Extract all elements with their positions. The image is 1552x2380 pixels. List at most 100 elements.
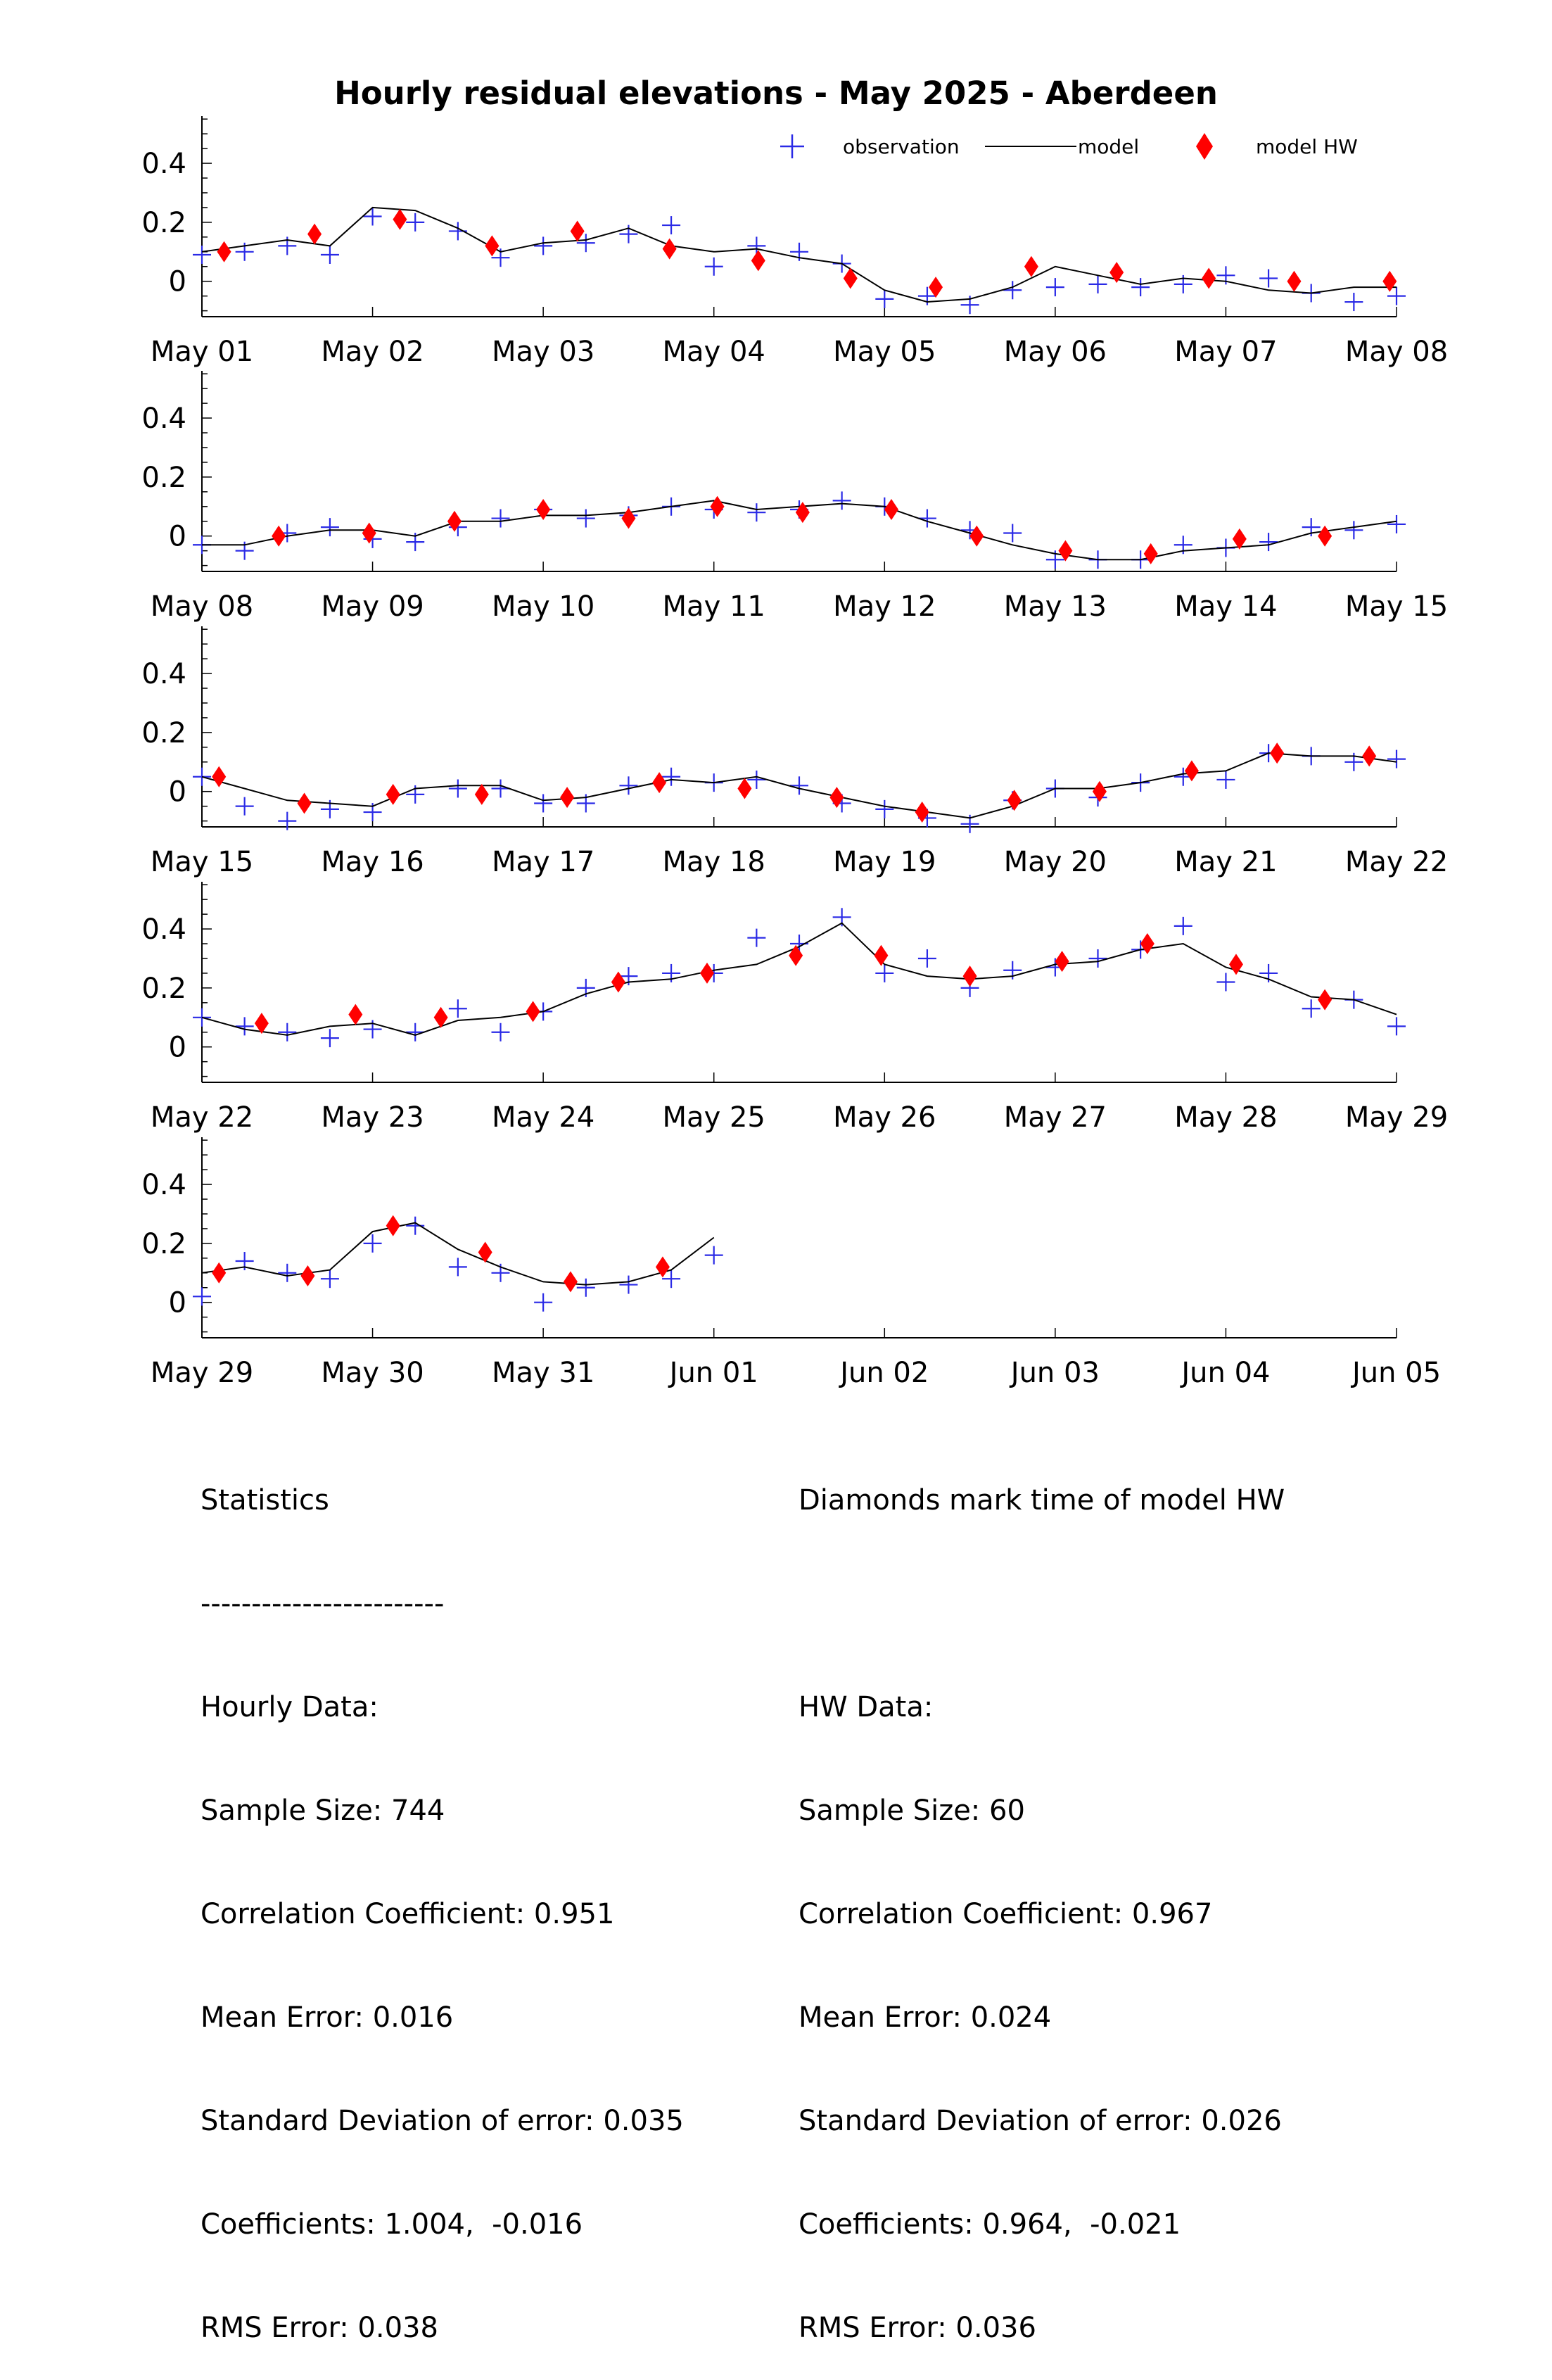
x-tick-label: May 23 [321,1101,424,1134]
observation-point [576,234,595,253]
observation-point [619,1275,638,1294]
panel-3: 0 0.2 0.4 May 15 May 16 May 17 May 18 May 19 May… [141,626,1448,878]
model-hw-marker [621,507,636,529]
x-tick-label: Jun 03 [1009,1357,1100,1389]
observation-point [1387,1017,1406,1036]
x-tick-label: May 29 [1345,1101,1448,1134]
observation-point [406,213,425,232]
observation-point [193,245,211,264]
y-tick-label: 0.2 [141,462,186,494]
observation-point [193,767,211,786]
x-tick-label: Jun 01 [668,1357,758,1389]
model-hw-marker [1184,760,1199,782]
model-hw-marker [447,510,462,532]
model-hw-marker [212,1262,227,1284]
observation-point [1302,999,1321,1018]
model-line [201,206,1397,303]
model-hw-marker [563,1271,578,1293]
hourly-data-heading: Hourly Data: [201,1691,379,1723]
x-tick-label: May 25 [663,1101,765,1134]
hw-rms-error: RMS Error: 0.036 [799,2312,1036,2344]
model-hw-marker [1287,270,1302,292]
observation-point [576,509,595,528]
legend-model-hw-marker [1196,133,1213,160]
x-tick-label: May 05 [833,336,936,368]
x-tick-label: May 20 [1004,846,1107,878]
model-hw-marker [1270,742,1285,764]
hw-spacer [799,1587,1285,1621]
x-tick-label: May 28 [1174,1101,1277,1134]
model-hw-marker [789,944,803,966]
model-hw-marker [843,267,858,289]
observation-point [875,289,894,308]
legend-model-hw-label: model HW [1256,135,1358,158]
x-tick-label: May 06 [1004,336,1107,368]
model-hw-marker [1109,262,1124,284]
model-hw-marker [1202,267,1216,289]
model-hw-marker [1007,790,1022,811]
model-hw-marker [1362,745,1377,767]
observation-point [491,779,510,798]
hw-coefficients: Coefficients: 0.964, -0.021 [799,2208,1181,2241]
model-hw-marker [474,783,489,805]
model-hw-marker [1058,540,1073,562]
observation-point [491,1023,510,1042]
x-tick-label: May 12 [833,590,936,623]
observation-point [1003,524,1022,543]
y-tick-label: 0.4 [141,148,186,180]
x-tick-label: Jun 05 [1350,1357,1441,1389]
x-tick-label: May 31 [492,1357,594,1389]
observation-point [320,1029,339,1048]
model-line [201,922,1397,1036]
observation-point [534,794,553,813]
hw-mean-error: Mean Error: 0.024 [799,2001,1052,2034]
model-hw-marker [560,787,575,809]
observation-point [448,779,467,798]
x-tick-label: Jun 02 [838,1357,929,1389]
model-hw-marker [1382,270,1397,292]
model-hw-marker [884,498,898,520]
model-hw-marker [1024,255,1038,277]
x-tick-label: May 18 [663,846,765,878]
y-tick-label: 0.4 [141,403,186,435]
hourly-coefficients: Coefficients: 1.004, -0.016 [201,2208,583,2241]
x-tick-label: May 08 [151,590,253,623]
y-tick-label: 0 [169,1287,186,1319]
x-tick-label: May 01 [151,336,253,368]
observation-point [1387,514,1406,533]
y-tick-label: 0.4 [141,658,186,690]
observation-point [619,776,638,795]
x-tick-label: May 15 [151,846,253,878]
model-hw-marker [962,966,977,987]
panels: 0 0.2 0.4 May 01 May 02 May 03 May 04 May 05 May… [141,116,1448,1389]
model-hw-marker [254,1013,269,1034]
hourly-mean-error: Mean Error: 0.016 [201,2001,454,2034]
model-hw-marker [737,778,752,799]
model-hw-marker [526,1001,540,1023]
observation-point [406,1023,425,1042]
observation-point [747,928,766,947]
model-hw-marker [1140,933,1155,955]
x-tick-label: May 16 [321,846,424,878]
observation-point [193,1287,211,1306]
x-tick-label: Jun 04 [1179,1357,1270,1389]
y-tick-label: 0 [169,266,186,298]
hourly-std-error: Standard Deviation of error: 0.035 [201,2105,684,2137]
observation-point [363,1234,382,1253]
y-tick-label: 0.2 [141,717,186,749]
model-hw-marker [751,250,765,272]
observation-point [704,257,723,276]
x-tick-label: May 30 [321,1357,424,1389]
observation-point [1344,293,1363,312]
model-hw-marker [393,208,407,230]
observation-point [534,1293,553,1312]
observation-point [1131,278,1150,297]
x-tick-label: May 19 [833,846,936,878]
observation-point [320,245,339,264]
model-hw-marker [1232,528,1247,550]
model-hw-marker [272,525,286,547]
x-tick-label: May 22 [1345,846,1448,878]
hourly-statistics: Statistics ------------------------ Hour… [201,1414,684,2380]
x-tick-label: May 08 [1345,336,1448,368]
observation-point [320,1270,339,1289]
